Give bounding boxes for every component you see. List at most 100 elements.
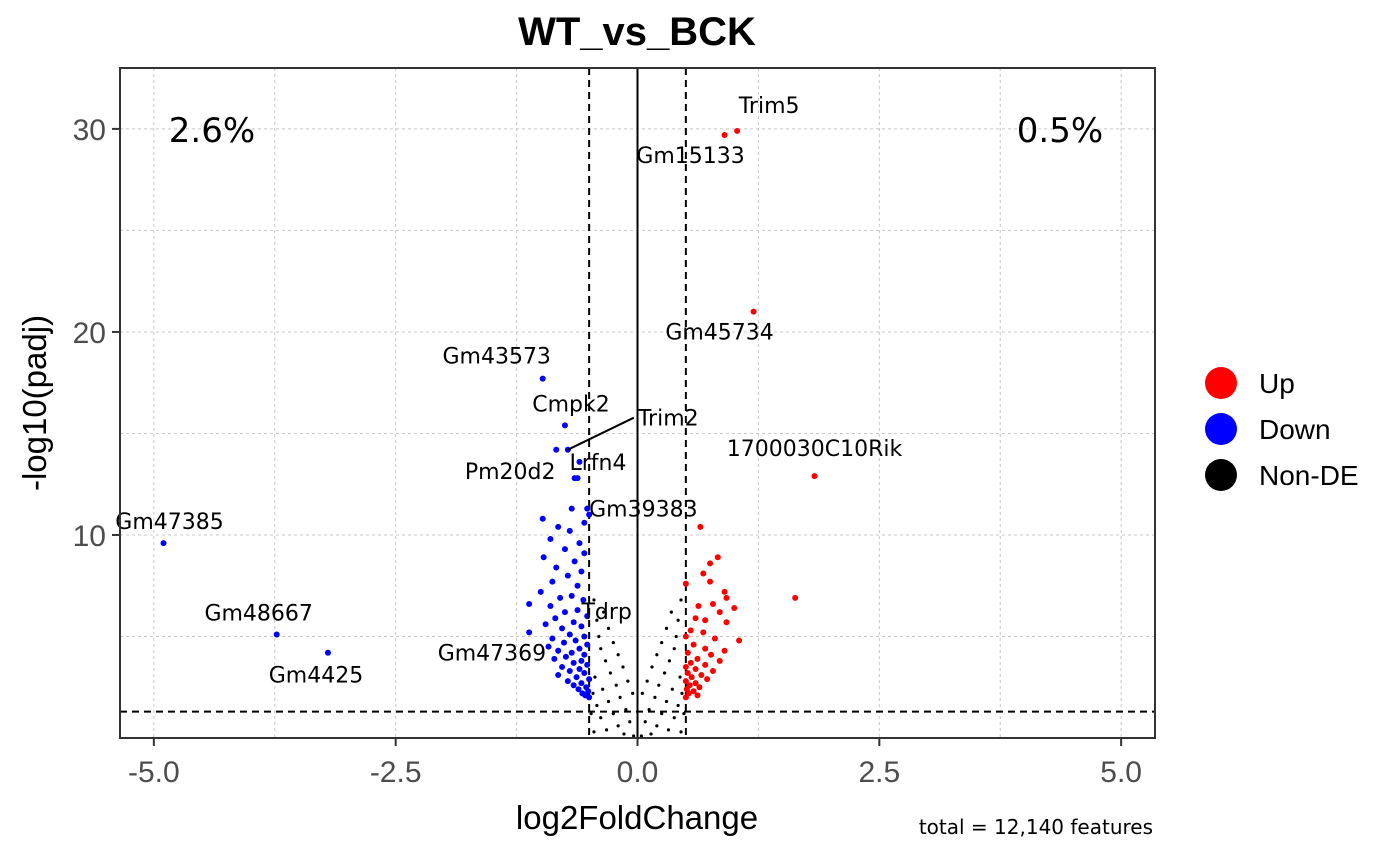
up-point (702, 617, 709, 624)
up-point (792, 594, 799, 601)
non-de-point (639, 734, 643, 738)
down-point (551, 655, 558, 662)
up-point (682, 678, 689, 685)
non-de-point (624, 707, 628, 712)
down-point (581, 651, 588, 658)
non-de-point (676, 618, 680, 622)
up-point (690, 641, 697, 648)
non-de-point (604, 728, 609, 732)
legend-label-non-de: Non-DE (1259, 460, 1359, 491)
non-de-point (606, 699, 611, 704)
non-de-point (676, 703, 680, 708)
gene-label-tdrp: Tdrp (580, 600, 631, 625)
non-de-point (601, 687, 605, 691)
gene-label-gm47385: Gm47385 (115, 510, 223, 535)
down-point (557, 594, 564, 601)
up-point (736, 637, 743, 644)
total-features-caption: total = 12,140 features (919, 815, 1153, 839)
non-de-point (595, 703, 599, 708)
legend-key-down (1205, 413, 1237, 445)
down-point (572, 637, 579, 644)
down-point (547, 536, 554, 543)
non-de-point (655, 653, 659, 657)
non-de-point (669, 610, 673, 614)
down-point (568, 505, 575, 512)
down-point (539, 375, 546, 382)
up-point (684, 649, 691, 656)
down-point (584, 505, 591, 512)
down-point (566, 527, 573, 534)
non-de-point (645, 679, 649, 683)
non-de-point (603, 659, 608, 663)
up-point (708, 651, 715, 658)
up-point (714, 554, 721, 561)
threshold-lines (120, 68, 1155, 738)
up-point (682, 580, 689, 587)
down-point (324, 649, 331, 656)
down-point (564, 572, 571, 579)
non-de-point (621, 665, 625, 669)
down-point (584, 661, 591, 668)
gene-label-gm39383: Gm39383 (589, 498, 697, 523)
y-tick-label: 20 (73, 317, 106, 350)
up-point (731, 605, 738, 612)
non-de-point (595, 618, 599, 622)
gene-label-gm47369: Gm47369 (438, 642, 546, 667)
down-point (578, 680, 585, 687)
up-point (682, 663, 689, 670)
gene-label-pm20d2: Pm20d2 (465, 460, 556, 485)
down-point (553, 564, 560, 571)
x-tick-label: -2.5 (370, 756, 422, 789)
up-point (723, 619, 730, 626)
x-tick-label: -5.0 (128, 756, 180, 789)
down-point (540, 554, 547, 561)
down-point (571, 558, 578, 565)
down-point (581, 519, 588, 526)
gene-label-trim2: Trim2 (637, 407, 699, 432)
up-point (721, 132, 728, 138)
down-point (561, 609, 568, 616)
down-point (526, 629, 533, 636)
down-point (570, 619, 577, 626)
non-de-point (632, 734, 636, 738)
down-point (545, 643, 552, 650)
up-point (682, 694, 689, 701)
non-de-point (611, 640, 615, 645)
up-point (697, 523, 704, 530)
down-point (568, 592, 575, 599)
up-point (694, 655, 701, 662)
non-de-point (660, 640, 664, 645)
non-de-point (657, 683, 661, 687)
x-tick-label: 5.0 (1100, 756, 1142, 789)
legend-key-non-de (1205, 459, 1237, 491)
up-point (811, 473, 818, 480)
trim2-leader-line (567, 416, 635, 451)
down-point (564, 678, 571, 685)
up-point (687, 627, 694, 634)
down-point (559, 663, 566, 670)
down-point (547, 603, 554, 610)
non-de-point (608, 671, 613, 675)
non-de-point (672, 647, 676, 651)
down-point (570, 682, 577, 689)
y-tick-label: 30 (73, 114, 106, 147)
down-point (549, 578, 556, 585)
down-point (581, 633, 588, 640)
up-point (695, 603, 702, 610)
non-de-point (653, 695, 657, 699)
non-de-point (649, 732, 653, 736)
gene-label-gm43573: Gm43573 (442, 345, 550, 370)
down-point (549, 635, 556, 642)
non-de-point (593, 675, 597, 679)
up-point (709, 668, 716, 674)
down-point (555, 672, 562, 679)
non-de-point (628, 720, 632, 724)
gene-label-cmpk2: Cmpk2 (532, 392, 610, 417)
non-de-points (589, 598, 686, 738)
non-de-point (622, 732, 626, 736)
non-de-point (592, 730, 596, 734)
non-de-point (660, 712, 664, 716)
down-point (559, 625, 566, 632)
down-point (584, 641, 591, 648)
non-de-point (682, 712, 686, 716)
